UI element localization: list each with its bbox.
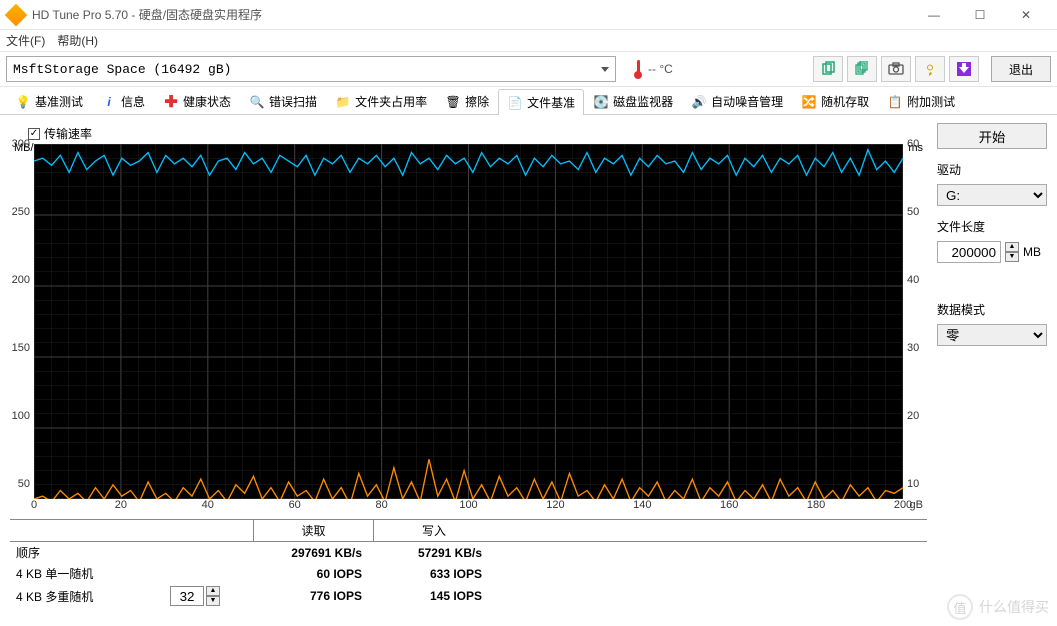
titlebar: HD Tune Pro 5.70 - 硬盘/固态硬盘实用程序 — ☐ ✕	[0, 0, 1057, 30]
main-content: ✓ 传输速率 MB/s ms 30025020015010050 6050403…	[0, 115, 1057, 626]
bulb-icon: 💡	[15, 94, 31, 110]
filelen-spinner[interactable]: ▲▼	[1005, 242, 1019, 262]
tab-benchmark[interactable]: 💡基准测试	[6, 88, 92, 114]
drive-label: 驱动	[937, 161, 1047, 178]
tab-monitor[interactable]: 💽磁盘监视器	[584, 88, 682, 114]
results-header: 读取 写入	[10, 520, 927, 542]
tab-folder[interactable]: 📁文件夹占用率	[326, 88, 436, 114]
right-column: 开始 驱动 G: 文件长度 ▲▼ MB 数据模式 零	[937, 123, 1047, 624]
toolbar-buttons	[813, 56, 979, 82]
maximize-button[interactable]: ☐	[957, 0, 1003, 30]
col-write: 写入	[374, 520, 494, 541]
folder-icon: 📁	[335, 94, 351, 110]
speaker-icon: 🔊	[691, 94, 707, 110]
watermark: 值 什么值得买	[947, 594, 1049, 620]
search-icon: 🔍	[249, 94, 265, 110]
pattern-select[interactable]: 零	[937, 324, 1047, 346]
filelen-input[interactable]	[937, 241, 1001, 263]
copy-button[interactable]	[813, 56, 843, 82]
drive-select[interactable]: MsftStorage Space (16492 gB)	[6, 56, 616, 82]
minimize-button[interactable]: —	[911, 0, 957, 30]
row-4kb-single: 4 KB 单一随机 60 IOPS 633 IOPS	[10, 563, 927, 584]
menubar: 文件(F) 帮助(H)	[0, 30, 1057, 52]
window-title: HD Tune Pro 5.70 - 硬盘/固态硬盘实用程序	[32, 6, 262, 23]
filelen-label: 文件长度	[937, 218, 1047, 235]
random-icon: 🔀	[801, 94, 817, 110]
x-axis: gB 020406080100120140160180200	[34, 499, 903, 515]
menu-file[interactable]: 文件(F)	[6, 32, 45, 49]
tab-filebench[interactable]: 📄文件基准	[498, 89, 584, 115]
queue-depth-spinner[interactable]: ▲▼	[206, 586, 220, 606]
close-button[interactable]: ✕	[1003, 0, 1049, 30]
save-button[interactable]	[949, 56, 979, 82]
plot-area	[34, 144, 903, 499]
file-icon: 📄	[507, 95, 523, 111]
temperature-display: -- °C	[634, 60, 673, 79]
start-button[interactable]: 开始	[937, 123, 1047, 149]
window-controls: — ☐ ✕	[911, 0, 1049, 30]
tab-erase[interactable]: 🗑擦除	[436, 88, 498, 114]
results-table: 读取 写入 顺序 297691 KB/s 57291 KB/s 4 KB 单一随…	[10, 519, 927, 608]
drive-dropdown-icon	[601, 67, 609, 72]
disk-icon: 💽	[593, 94, 609, 110]
row-sequential: 顺序 297691 KB/s 57291 KB/s	[10, 542, 927, 563]
chart: 30025020015010050 605040302010	[10, 144, 927, 499]
trash-icon: 🗑	[445, 94, 461, 110]
app-icon	[5, 3, 28, 26]
plus-icon: ✚	[163, 94, 179, 110]
tab-health[interactable]: ✚健康状态	[154, 88, 240, 114]
tab-info[interactable]: i信息	[92, 88, 154, 114]
col-read: 读取	[254, 520, 374, 541]
temperature-text: -- °C	[648, 62, 673, 76]
settings-button[interactable]	[915, 56, 945, 82]
tab-extra[interactable]: 📋附加测试	[878, 88, 964, 114]
tab-aam[interactable]: 🔊自动噪音管理	[682, 88, 792, 114]
filelen-unit: MB	[1023, 245, 1041, 259]
drive-letter-select[interactable]: G:	[937, 184, 1047, 206]
row-4kb-multi: 4 KB 多重随机 ▲▼ 776 IOPS 145 IOPS	[10, 584, 927, 608]
menu-help[interactable]: 帮助(H)	[57, 32, 98, 49]
pattern-label: 数据模式	[937, 301, 1047, 318]
toolbar: MsftStorage Space (16492 gB) -- °C 退出	[0, 52, 1057, 87]
tabstrip: 💡基准测试 i信息 ✚健康状态 🔍错误扫描 📁文件夹占用率 🗑擦除 📄文件基准 …	[0, 87, 1057, 115]
exit-button[interactable]: 退出	[991, 56, 1051, 82]
left-column: ✓ 传输速率 MB/s ms 30025020015010050 6050403…	[10, 123, 927, 624]
copy-all-button[interactable]	[847, 56, 877, 82]
list-icon: 📋	[887, 94, 903, 110]
tab-errorscan[interactable]: 🔍错误扫描	[240, 88, 326, 114]
y-axis-left: 30025020015010050	[10, 144, 34, 499]
tab-random[interactable]: 🔀随机存取	[792, 88, 878, 114]
screenshot-button[interactable]	[881, 56, 911, 82]
transfer-rate-checkbox[interactable]: ✓ 传输速率	[28, 125, 927, 142]
y-axis-right: 605040302010	[903, 144, 927, 499]
drive-name: MsftStorage Space (16492 gB)	[13, 62, 231, 77]
info-icon: i	[101, 94, 117, 110]
queue-depth-input[interactable]	[170, 586, 204, 606]
